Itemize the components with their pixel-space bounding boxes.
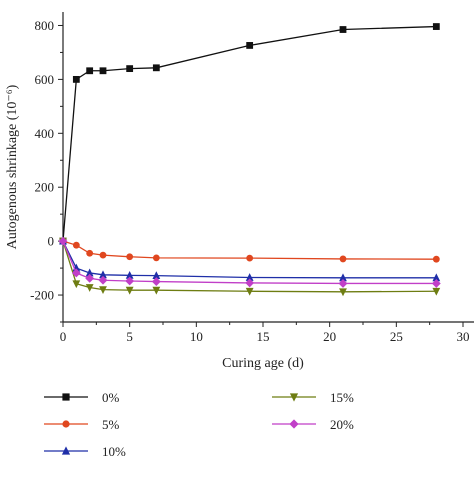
data-point: [338, 279, 348, 288]
data-point: [152, 64, 160, 72]
data-point: [86, 67, 94, 75]
axes: 0 5 10 15 20 25 30 -200 0 200 400 600 800: [30, 12, 474, 344]
data-point: [151, 277, 161, 286]
data-point: [339, 255, 347, 263]
data-point: [125, 270, 134, 279]
data-point: [71, 268, 81, 278]
data-point: [72, 241, 80, 249]
x-tick-label: 0: [60, 329, 67, 344]
data-point: [58, 236, 68, 246]
data-point: [126, 65, 134, 73]
legend-marker: [289, 419, 299, 429]
x-tick-label: 15: [257, 329, 270, 344]
data-point: [85, 268, 94, 277]
legend-label: 0%: [102, 390, 120, 405]
data-point: [99, 286, 107, 295]
x-tick-label: 30: [457, 329, 470, 344]
data-point: [99, 251, 107, 259]
y-tick-label: 200: [35, 180, 55, 195]
series-2: [59, 237, 440, 263]
series-line: [62, 25, 437, 242]
legend-label: 20%: [330, 417, 354, 432]
y-tick-label: 0: [48, 234, 55, 249]
y-tick-label: 400: [35, 126, 55, 141]
data-point: [72, 280, 81, 289]
x-tick-label: 5: [126, 329, 133, 344]
legend-item: 0%: [44, 390, 120, 405]
data-point: [245, 273, 254, 281]
series-4: [59, 237, 441, 297]
data-point: [126, 253, 134, 261]
data-point: [86, 249, 94, 257]
series-layer: [58, 23, 441, 297]
data-point: [339, 273, 347, 282]
legend-item: 5%: [44, 417, 120, 432]
data-point: [245, 287, 254, 296]
data-point: [152, 286, 161, 295]
legend-label: 5%: [102, 417, 120, 432]
y-tick-label: 600: [35, 72, 55, 87]
data-point: [98, 275, 108, 285]
y-tick-label: 800: [35, 18, 55, 33]
data-point: [246, 254, 254, 262]
data-point: [85, 273, 95, 283]
data-point: [432, 273, 441, 282]
data-point: [432, 23, 440, 30]
data-point: [432, 255, 440, 263]
data-point: [72, 75, 80, 83]
data-point: [99, 67, 107, 75]
x-tick-label: 20: [323, 329, 336, 344]
series-5: [58, 236, 441, 288]
data-point: [245, 278, 255, 288]
legend-item: 15%: [272, 390, 354, 405]
data-point: [431, 279, 441, 288]
legend-label: 10%: [102, 444, 126, 459]
data-point: [125, 286, 134, 295]
data-point: [99, 270, 107, 279]
data-point: [125, 276, 135, 286]
legend-marker: [62, 393, 70, 401]
series-1: [59, 23, 440, 245]
legend-label: 15%: [330, 390, 354, 405]
x-tick-label: 25: [390, 329, 403, 344]
x-tick-label: 10: [190, 329, 203, 344]
x-axis-title: Curing age (d): [222, 356, 304, 371]
legend-marker: [62, 420, 70, 428]
data-point: [152, 254, 160, 262]
legend: 0% 5% 10% 15% 20%: [44, 390, 354, 459]
y-tick-label: -200: [30, 288, 54, 303]
data-point: [152, 271, 161, 280]
data-point: [432, 287, 441, 296]
legend-marker: [61, 446, 71, 455]
data-point: [246, 42, 254, 49]
y-axis-title: Autogenous shrinkage (10⁻⁶): [5, 84, 20, 249]
data-point: [339, 288, 347, 297]
legend-marker: [289, 393, 299, 402]
data-point: [339, 26, 347, 33]
legend-item: 10%: [44, 444, 126, 459]
legend-item: 20%: [272, 417, 354, 432]
data-point: [85, 284, 94, 292]
